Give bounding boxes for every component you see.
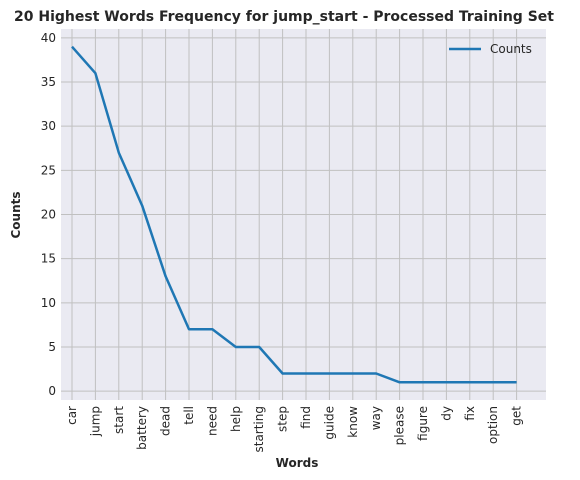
x-tick-label-guide: guide (322, 406, 336, 440)
chart-title: 20 Highest Words Frequency for jump_star… (14, 9, 554, 25)
x-tick-label-find: find (299, 406, 313, 429)
y-tick-label: 20 (41, 208, 56, 222)
x-tick-label-option: option (486, 406, 500, 444)
y-tick-label: 10 (41, 296, 56, 310)
x-tick-label-get: get (510, 406, 524, 426)
y-tick-label: 25 (41, 163, 56, 177)
x-tick-label-help: help (229, 406, 243, 432)
y-tick-label: 5 (48, 340, 56, 354)
x-tick-label-know: know (346, 406, 360, 438)
x-tick-label-dy: dy (439, 406, 453, 421)
y-tick-label: 30 (41, 119, 56, 133)
x-axis-label: Words (276, 456, 319, 470)
legend-label-counts: Counts (490, 42, 532, 56)
y-tick-label: 0 (48, 384, 56, 398)
y-tick-label: 40 (41, 31, 56, 45)
x-tick-label-need: need (205, 406, 219, 436)
x-tick-label-figure: figure (416, 406, 430, 441)
series-line-counts (71, 45, 517, 384)
y-tick-labels: 0 5 10 15 20 25 30 35 40 (41, 31, 56, 398)
x-tick-label-dead: dead (159, 406, 173, 436)
legend: Counts (449, 42, 532, 56)
x-tick-label-car: car (65, 406, 79, 425)
y-tick-label: 15 (41, 252, 56, 266)
x-tick-label-start: start (112, 406, 126, 434)
x-tick-label-tell: tell (182, 406, 196, 425)
x-tick-label-fix: fix (463, 406, 477, 421)
x-tick-label-jump: jump (88, 406, 102, 437)
y-axis-label: Counts (9, 191, 23, 238)
x-tick-label-way: way (369, 406, 383, 430)
y-tick-label: 35 (41, 75, 56, 89)
x-tick-labels: car jump start battery dead tell need help start… (65, 406, 524, 453)
x-tick-label-battery: battery (135, 406, 149, 450)
x-tick-label-starting: starting (252, 406, 266, 453)
x-tick-label-please: please (393, 406, 407, 445)
grid-lines (61, 29, 546, 400)
x-tick-label-step: step (276, 406, 290, 432)
